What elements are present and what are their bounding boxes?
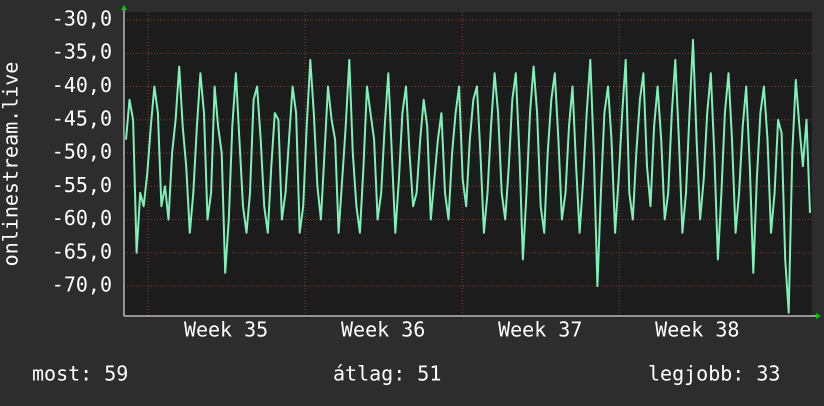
y-tick-label: -60,0 bbox=[52, 206, 112, 230]
stat-average: átlag: 51 bbox=[333, 362, 441, 386]
y-tick-label: -65,0 bbox=[52, 239, 112, 263]
x-tick-label: Week 38 bbox=[655, 318, 739, 342]
y-arrow bbox=[121, 5, 127, 10]
y-tick-label: -45,0 bbox=[52, 106, 112, 130]
y-tick-label: -55,0 bbox=[52, 173, 112, 197]
x-tick-label: Week 35 bbox=[184, 318, 268, 342]
stat-best: legjobb: 33 bbox=[648, 362, 780, 386]
x-arrow bbox=[816, 313, 821, 319]
y-axis-label: onlinestream.live bbox=[0, 62, 23, 267]
data-line bbox=[125, 38, 811, 314]
y-tick-label: -70,0 bbox=[52, 273, 112, 297]
y-tick-label: -40,0 bbox=[52, 73, 112, 97]
y-tick-label: -30,0 bbox=[52, 6, 112, 30]
x-tick-label: Week 36 bbox=[341, 318, 425, 342]
y-tick-label: -50,0 bbox=[52, 140, 112, 164]
y-tick-label: -35,0 bbox=[52, 40, 112, 64]
stat-current: most: 59 bbox=[32, 362, 128, 386]
x-tick-label: Week 37 bbox=[498, 318, 582, 342]
